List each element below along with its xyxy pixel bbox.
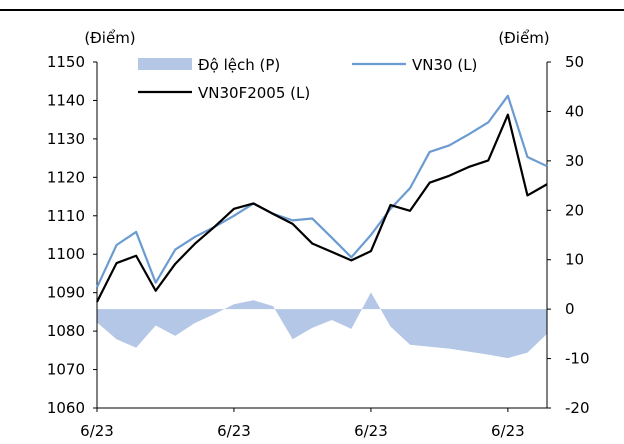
x-tick-label: 6/23	[80, 422, 114, 440]
right-tick-label: 0	[565, 300, 575, 318]
right-tick-label: 40	[565, 102, 584, 120]
legend-label-vn30: VN30 (L)	[412, 56, 477, 74]
left-tick-label: 1060	[47, 399, 85, 417]
left-tick-label: 1150	[47, 53, 85, 71]
top-rule	[0, 9, 624, 11]
series-line-vn30	[96, 94, 548, 288]
legend-label-vn30f2005: VN30F2005 (L)	[198, 84, 310, 102]
left-axis-title: (Điểm)	[84, 29, 135, 47]
legend-swatch-deviation	[138, 58, 192, 70]
series-area-deviation	[97, 292, 547, 359]
right-tick-label: 10	[565, 251, 584, 269]
legend-label-deviation: Độ lệch (P)	[198, 56, 280, 74]
left-tick-label: 1130	[47, 130, 85, 148]
left-tick-label: 1090	[47, 284, 85, 302]
left-tick-label: 1080	[47, 322, 85, 340]
right-tick-label: -20	[565, 399, 590, 417]
x-tick-label: 6/23	[217, 422, 251, 440]
x-tick-label: 6/23	[354, 422, 388, 440]
left-tick-label: 1140	[47, 91, 85, 109]
right-tick-label: 20	[565, 201, 584, 219]
left-tick-label: 1110	[47, 207, 85, 225]
left-tick-label: 1100	[47, 245, 85, 263]
left-tick-label: 1120	[47, 168, 85, 186]
series-line-vn30f2005	[96, 113, 548, 303]
right-tick-label: 30	[565, 152, 584, 170]
right-axis-title: (Điểm)	[498, 29, 549, 47]
x-tick-label: 6/23	[491, 422, 525, 440]
right-tick-label: 50	[565, 53, 584, 71]
right-tick-label: -10	[565, 350, 590, 368]
left-tick-label: 1070	[47, 361, 85, 379]
